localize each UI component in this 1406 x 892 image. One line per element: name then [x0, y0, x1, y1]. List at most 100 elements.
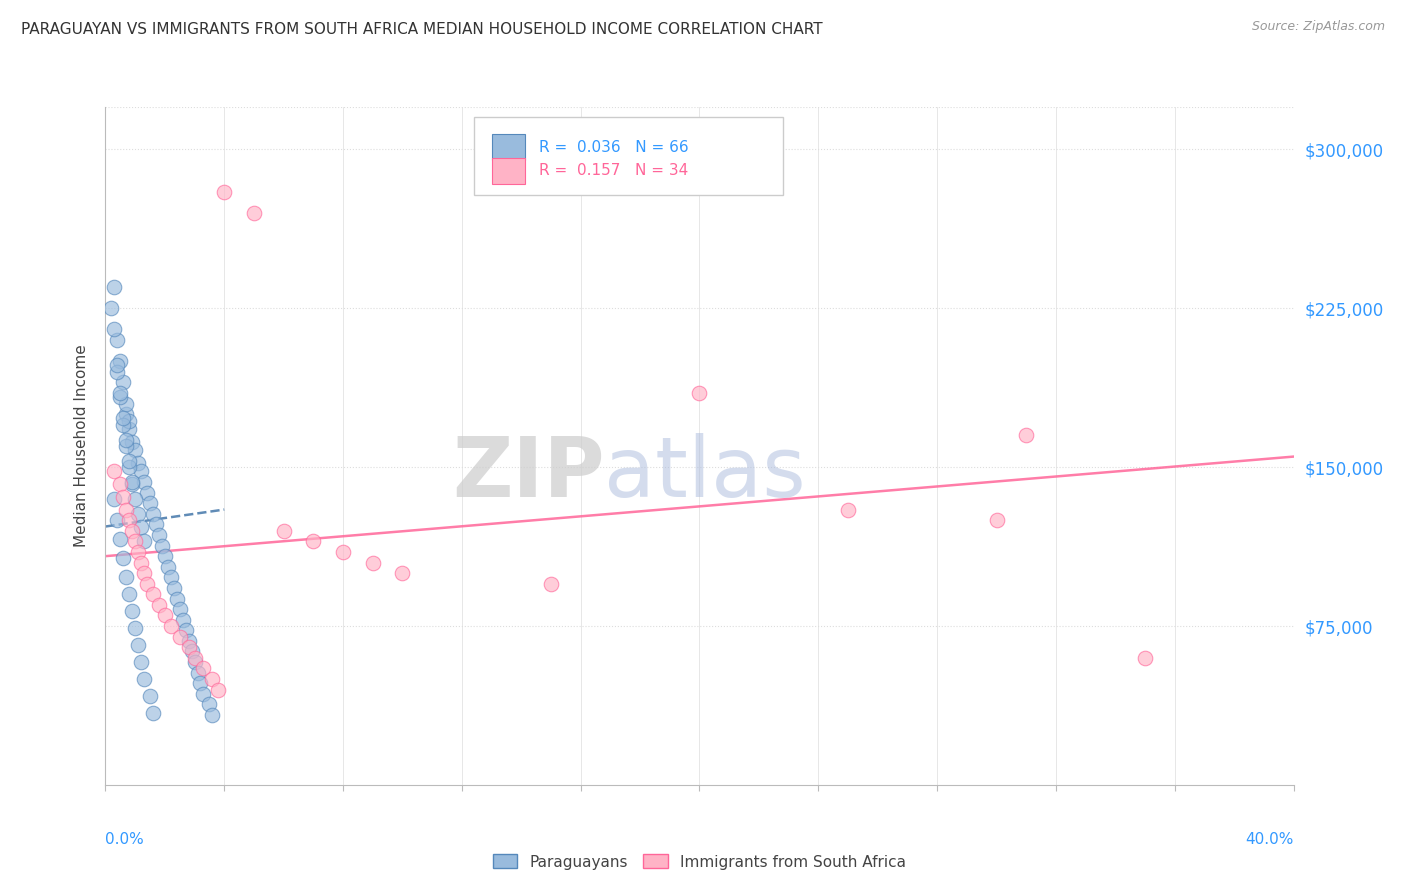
Point — [198, 698, 221, 712]
Point — [103, 491, 125, 506]
Point — [139, 496, 162, 510]
Point — [118, 454, 141, 468]
Point — [540, 576, 562, 591]
Point — [172, 613, 194, 627]
Point — [127, 507, 149, 521]
Point — [103, 322, 125, 336]
Point — [132, 672, 155, 686]
Point — [129, 519, 152, 533]
Point — [136, 485, 159, 500]
Point — [118, 422, 141, 436]
Point — [243, 206, 266, 220]
Text: 40.0%: 40.0% — [1246, 832, 1294, 847]
Point — [121, 604, 143, 618]
Point — [148, 598, 170, 612]
Point — [112, 376, 135, 390]
Point — [115, 396, 138, 410]
Point — [193, 661, 215, 675]
Point — [110, 532, 132, 546]
Text: Source: ZipAtlas.com: Source: ZipAtlas.com — [1251, 20, 1385, 33]
Point — [112, 417, 135, 432]
Point — [148, 528, 170, 542]
Point — [361, 556, 384, 570]
Point — [127, 545, 149, 559]
Text: R =  0.036   N = 66: R = 0.036 N = 66 — [538, 139, 689, 154]
Point — [127, 456, 149, 470]
Point — [1015, 428, 1038, 442]
Point — [103, 464, 125, 478]
Point — [124, 443, 146, 458]
Point — [169, 630, 191, 644]
Point — [145, 517, 167, 532]
Text: 0.0%: 0.0% — [105, 832, 145, 847]
Point — [132, 534, 155, 549]
Point — [136, 576, 159, 591]
Point — [142, 507, 165, 521]
Point — [110, 386, 132, 401]
Point — [121, 434, 143, 449]
Point — [153, 549, 176, 564]
Y-axis label: Median Household Income: Median Household Income — [73, 344, 89, 548]
Point — [110, 354, 132, 368]
Point — [183, 651, 205, 665]
Point — [100, 301, 122, 316]
Point — [129, 556, 152, 570]
Point — [201, 708, 224, 723]
Point — [986, 513, 1008, 527]
FancyBboxPatch shape — [492, 158, 524, 184]
Point — [689, 386, 711, 401]
Point — [183, 655, 205, 669]
Point — [177, 633, 200, 648]
Point — [103, 280, 125, 294]
Point — [166, 591, 188, 606]
Point — [110, 477, 132, 491]
Point — [139, 689, 162, 703]
Point — [121, 475, 143, 489]
Point — [132, 566, 155, 581]
Point — [105, 513, 128, 527]
Text: PARAGUAYAN VS IMMIGRANTS FROM SOUTH AFRICA MEDIAN HOUSEHOLD INCOME CORRELATION C: PARAGUAYAN VS IMMIGRANTS FROM SOUTH AFRI… — [21, 22, 823, 37]
Point — [115, 502, 138, 516]
Point — [169, 602, 191, 616]
Point — [112, 411, 135, 425]
Point — [105, 333, 128, 347]
Point — [118, 587, 141, 601]
Point — [115, 433, 138, 447]
Text: ZIP: ZIP — [451, 433, 605, 514]
Point — [273, 524, 295, 538]
Point — [302, 534, 325, 549]
Point — [159, 619, 181, 633]
Point — [110, 390, 132, 404]
Point — [115, 407, 138, 421]
Point — [163, 581, 186, 595]
FancyBboxPatch shape — [492, 134, 524, 160]
Point — [180, 644, 202, 658]
Point — [174, 624, 197, 638]
Point — [142, 587, 165, 601]
Point — [150, 539, 173, 553]
Point — [132, 475, 155, 489]
Point — [121, 524, 143, 538]
Point — [177, 640, 200, 655]
Point — [391, 566, 413, 581]
Point — [118, 460, 141, 475]
Point — [153, 608, 176, 623]
Point — [142, 706, 165, 720]
Point — [837, 502, 859, 516]
Point — [186, 665, 208, 680]
Point — [118, 513, 141, 527]
Point — [115, 439, 138, 453]
Point — [1133, 651, 1156, 665]
Point — [193, 687, 215, 701]
Point — [156, 559, 179, 574]
Point — [129, 464, 152, 478]
Text: R =  0.157   N = 34: R = 0.157 N = 34 — [538, 163, 689, 178]
Point — [105, 359, 128, 373]
Point — [332, 545, 354, 559]
Text: atlas: atlas — [605, 433, 806, 514]
Point — [112, 490, 135, 504]
Point — [214, 185, 236, 199]
Point — [190, 676, 212, 690]
Point — [118, 414, 141, 428]
Point — [159, 570, 181, 584]
